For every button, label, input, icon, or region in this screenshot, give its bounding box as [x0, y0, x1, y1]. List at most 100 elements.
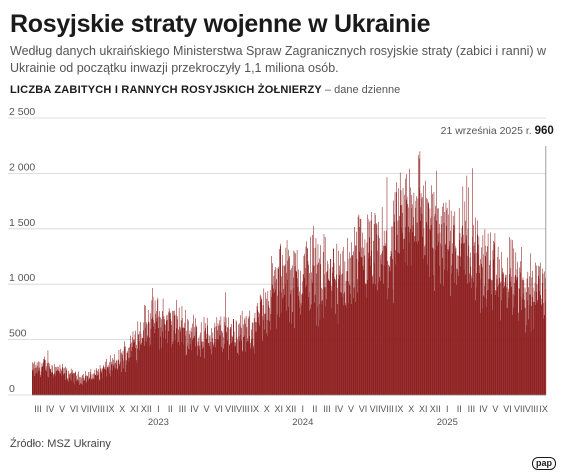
- daily-bar: [266, 319, 268, 395]
- daily-bar: [496, 278, 498, 395]
- daily-bar: [490, 232, 491, 395]
- daily-bar: [383, 283, 385, 395]
- daily-bar: [385, 243, 387, 395]
- daily-bar: [332, 248, 334, 395]
- daily-bar: [188, 320, 189, 395]
- daily-bar: [499, 277, 500, 395]
- daily-bar: [322, 289, 324, 395]
- daily-bar: [184, 327, 185, 395]
- daily-bar: [362, 232, 363, 395]
- daily-bar: [272, 263, 273, 395]
- x-year-label: 2023: [148, 417, 169, 428]
- daily-bar: [521, 247, 522, 395]
- daily-bar: [340, 253, 341, 395]
- x-tick-label: II: [312, 404, 317, 414]
- daily-bar: [450, 210, 452, 395]
- daily-bar: [88, 378, 90, 395]
- daily-bar: [94, 369, 96, 395]
- daily-bar: [350, 242, 352, 395]
- daily-bar: [381, 253, 382, 395]
- daily-bar: [252, 322, 254, 395]
- daily-bar: [101, 372, 102, 395]
- daily-bar: [228, 317, 229, 395]
- daily-bar: [206, 317, 208, 395]
- daily-bar: [189, 349, 190, 395]
- daily-bar: [449, 245, 450, 395]
- daily-bar: [160, 327, 162, 395]
- daily-bar: [215, 338, 216, 395]
- daily-bar: [164, 330, 166, 395]
- daily-bar: [295, 253, 296, 395]
- daily-bar: [247, 318, 249, 395]
- daily-bar: [477, 244, 479, 395]
- daily-bar: [283, 266, 285, 395]
- daily-bar: [108, 369, 109, 395]
- daily-bar: [32, 370, 33, 395]
- daily-bar: [305, 246, 307, 395]
- daily-bar: [355, 245, 357, 395]
- daily-bar: [399, 253, 401, 395]
- daily-bar: [390, 250, 392, 395]
- daily-bar: [209, 336, 210, 395]
- daily-bar: [177, 319, 178, 395]
- daily-bar: [268, 320, 270, 395]
- daily-bar: [55, 366, 56, 395]
- daily-bar: [100, 368, 102, 395]
- daily-bar: [437, 233, 439, 395]
- daily-bar: [318, 262, 320, 395]
- daily-bar: [513, 282, 515, 395]
- y-tick-label: 0: [9, 383, 15, 395]
- daily-bar: [464, 242, 465, 395]
- daily-bar: [119, 366, 120, 395]
- daily-bar: [204, 358, 206, 395]
- daily-bar: [487, 233, 489, 395]
- daily-bar: [340, 291, 342, 395]
- daily-bar: [146, 324, 148, 395]
- daily-bar: [102, 368, 104, 395]
- daily-bar: [79, 376, 80, 395]
- daily-bar: [160, 317, 161, 395]
- daily-bar: [284, 264, 286, 395]
- daily-bar: [414, 236, 416, 395]
- daily-bar: [400, 205, 401, 395]
- daily-bar: [185, 355, 187, 395]
- daily-bar: [419, 151, 421, 395]
- daily-bar: [541, 268, 543, 395]
- daily-bar: [421, 213, 423, 395]
- daily-bar: [37, 365, 39, 395]
- daily-bar: [87, 381, 89, 395]
- daily-bar: [356, 231, 357, 395]
- pap-logo: pap: [531, 457, 556, 470]
- daily-bar: [452, 215, 454, 395]
- daily-bar: [312, 265, 314, 395]
- daily-bar: [478, 254, 479, 395]
- daily-bar: [82, 384, 84, 395]
- daily-bar: [236, 337, 238, 395]
- daily-bar: [453, 225, 455, 395]
- daily-bar: [117, 370, 118, 395]
- daily-bar: [305, 267, 306, 395]
- daily-bar: [57, 369, 58, 395]
- daily-bar: [118, 350, 120, 395]
- daily-bar: [219, 325, 221, 395]
- daily-bar: [165, 338, 167, 395]
- daily-bar: [88, 372, 89, 395]
- daily-bar: [47, 376, 48, 395]
- daily-bar: [519, 289, 520, 395]
- daily-bar: [68, 370, 69, 395]
- daily-bar: [36, 372, 37, 395]
- x-tick-label: IX: [395, 404, 404, 414]
- daily-bar: [443, 203, 444, 395]
- daily-bar: [432, 247, 433, 395]
- daily-bar: [544, 278, 546, 395]
- daily-bar: [307, 260, 309, 395]
- daily-bar: [186, 346, 188, 395]
- daily-bar: [522, 298, 523, 395]
- daily-bar: [192, 338, 194, 395]
- daily-bar: [410, 228, 411, 395]
- daily-bar: [469, 282, 470, 395]
- x-tick-label: IV: [479, 404, 488, 414]
- daily-bar: [302, 293, 303, 395]
- daily-bar: [179, 345, 180, 395]
- daily-bar: [414, 236, 415, 395]
